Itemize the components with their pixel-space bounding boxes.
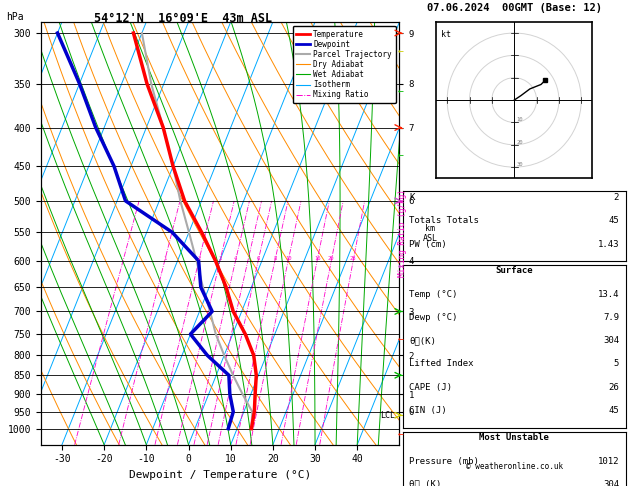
Text: Surface: Surface (496, 266, 533, 275)
Text: 7.9: 7.9 (603, 313, 619, 322)
Text: PW (cm): PW (cm) (409, 240, 447, 249)
Text: © weatheronline.co.uk: © weatheronline.co.uk (465, 462, 563, 470)
Text: 1012: 1012 (598, 456, 619, 466)
Legend: Temperature, Dewpoint, Parcel Trajectory, Dry Adiabat, Wet Adiabat, Isotherm, Mi: Temperature, Dewpoint, Parcel Trajectory… (292, 26, 396, 103)
Text: 10: 10 (285, 256, 291, 261)
Y-axis label: km
ASL: km ASL (423, 224, 438, 243)
Text: ←: ← (398, 334, 404, 344)
Text: Dewp (°C): Dewp (°C) (409, 313, 458, 322)
Text: 4: 4 (234, 256, 237, 261)
Text: Totals Totals: Totals Totals (409, 216, 479, 226)
Text: θᴄ (K): θᴄ (K) (409, 480, 442, 486)
Text: kt: kt (441, 30, 451, 39)
Text: Most Unstable: Most Unstable (479, 434, 549, 442)
Text: 5: 5 (614, 359, 619, 368)
Text: 28: 28 (350, 256, 357, 261)
Text: 304: 304 (603, 480, 619, 486)
Text: 1: 1 (163, 256, 166, 261)
Text: 10: 10 (516, 117, 523, 122)
Text: 54°12'N  16°09'E  43m ASL: 54°12'N 16°09'E 43m ASL (94, 12, 272, 25)
Text: 16: 16 (314, 256, 320, 261)
Text: LCL: LCL (380, 411, 395, 420)
Text: hPa: hPa (6, 12, 24, 22)
Text: Pressure (mb): Pressure (mb) (409, 456, 479, 466)
Text: Lifted Index: Lifted Index (409, 359, 474, 368)
Text: 13.4: 13.4 (598, 290, 619, 298)
Text: ←: ← (398, 429, 404, 438)
Text: CIN (J): CIN (J) (409, 406, 447, 415)
Text: 2: 2 (197, 256, 201, 261)
Text: 30: 30 (516, 162, 523, 167)
Text: 3: 3 (218, 256, 221, 261)
Text: Temp (°C): Temp (°C) (409, 290, 458, 298)
Text: K: K (409, 193, 415, 202)
Text: 8: 8 (273, 256, 277, 261)
Text: ←: ← (398, 87, 404, 96)
Text: Mixing Ratio (g/kg): Mixing Ratio (g/kg) (398, 190, 407, 277)
Text: 1.43: 1.43 (598, 240, 619, 249)
Text: 6: 6 (257, 256, 260, 261)
Text: 45: 45 (608, 406, 619, 415)
Text: ←: ← (398, 150, 404, 160)
Text: 2: 2 (614, 193, 619, 202)
X-axis label: Dewpoint / Temperature (°C): Dewpoint / Temperature (°C) (129, 470, 311, 480)
Text: ←: ← (398, 46, 404, 56)
Text: ←: ← (398, 260, 404, 271)
Text: 45: 45 (608, 216, 619, 226)
Text: CAPE (J): CAPE (J) (409, 382, 452, 392)
Text: 07.06.2024  00GMT (Base: 12): 07.06.2024 00GMT (Base: 12) (426, 3, 602, 14)
Text: 20: 20 (516, 139, 523, 145)
Text: 26: 26 (608, 382, 619, 392)
Text: 304: 304 (603, 336, 619, 345)
Text: 20: 20 (328, 256, 335, 261)
Text: θᴄ(K): θᴄ(K) (409, 336, 436, 345)
